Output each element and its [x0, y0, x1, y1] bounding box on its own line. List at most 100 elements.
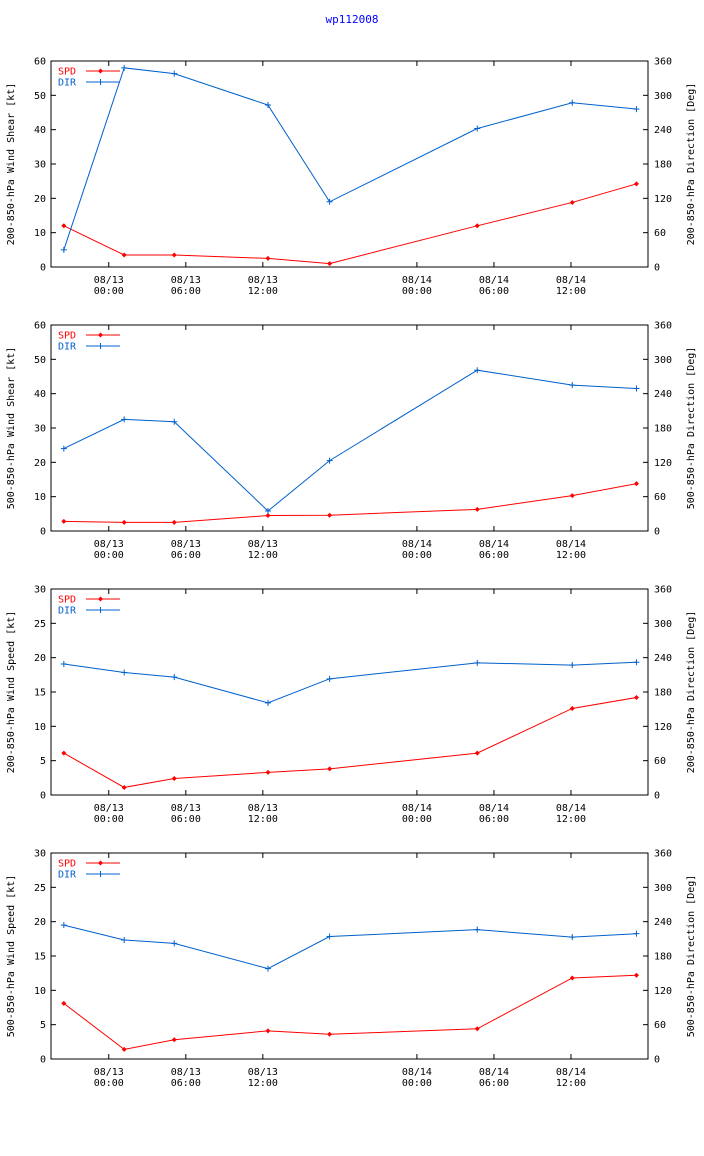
plot-frame	[50, 852, 649, 1060]
dir-point	[569, 382, 576, 389]
y-right-tick-label: 120	[654, 194, 672, 205]
x-tick-time: 00:00	[402, 1078, 432, 1089]
plot-frame	[50, 324, 649, 532]
dir-point	[60, 660, 67, 667]
series-line-spd	[63, 483, 637, 523]
x-tick-date: 08/13	[171, 803, 201, 814]
x-tick-time: 12:00	[556, 1078, 586, 1089]
dir-point	[264, 699, 271, 706]
dir-point	[171, 70, 178, 77]
spd-point	[633, 694, 639, 700]
x-tick-time: 00:00	[94, 814, 124, 825]
x-tick-time: 06:00	[171, 1078, 201, 1089]
x-tick-time: 12:00	[556, 814, 586, 825]
y-left-tick-label: 15	[34, 952, 46, 963]
dir-point	[264, 507, 271, 514]
x-tick-time: 00:00	[402, 286, 432, 297]
y-left-tick-label: 10	[34, 228, 46, 239]
spd-point	[171, 519, 177, 525]
chart-panel-1: 010203040506006012018024030036008/1300:0…	[6, 57, 697, 298]
dir-point	[171, 418, 178, 425]
spd-point	[569, 705, 575, 711]
spd-point	[171, 1037, 177, 1043]
spd-point	[474, 1026, 480, 1032]
series-line-dir	[63, 661, 637, 704]
dir-point	[121, 669, 128, 676]
x-tick-date: 08/13	[94, 1067, 124, 1078]
y-right-tick-label: 300	[654, 91, 672, 102]
y-right-label: 500-850-hPa Direction [Deg]	[686, 347, 697, 510]
legend-label-spd: SPD	[58, 67, 76, 78]
series-line-dir	[63, 67, 637, 250]
x-tick-time: 00:00	[94, 286, 124, 297]
x-tick-time: 06:00	[479, 1078, 509, 1089]
y-left-tick-label: 15	[34, 688, 46, 699]
x-tick-date: 08/13	[171, 1067, 201, 1078]
y-left-tick-label: 60	[34, 321, 46, 332]
x-tick-date: 08/13	[248, 275, 278, 286]
y-left-tick-label: 50	[34, 355, 46, 366]
legend-marker-dir	[97, 79, 104, 85]
y-right-tick-label: 60	[654, 1020, 666, 1031]
x-tick-date: 08/14	[479, 275, 509, 286]
y-left-label: 200-850-hPa Wind Shear [kt]	[6, 83, 17, 246]
x-tick-time: 06:00	[171, 814, 201, 825]
spd-point	[327, 1031, 333, 1037]
x-tick-time: 12:00	[248, 1078, 278, 1089]
y-left-tick-label: 30	[34, 424, 46, 435]
dir-point	[171, 940, 178, 947]
y-right-tick-label: 240	[654, 125, 672, 136]
dir-point	[474, 367, 481, 374]
spd-point	[265, 1028, 271, 1034]
spd-point	[61, 1000, 67, 1006]
y-right-tick-label: 180	[654, 952, 672, 963]
spd-point	[474, 750, 480, 756]
legend-marker-spd	[98, 596, 103, 602]
series-line-dir	[63, 369, 637, 512]
legend-marker-dir	[97, 343, 104, 349]
legend-label-spd: SPD	[58, 331, 76, 342]
x-tick-date: 08/13	[171, 539, 201, 550]
y-right-tick-label: 0	[654, 1055, 660, 1066]
y-right-tick-label: 60	[654, 228, 666, 239]
y-right-tick-label: 120	[654, 458, 672, 469]
dir-point	[60, 922, 67, 929]
y-right-tick-label: 240	[654, 389, 672, 400]
x-tick-date: 08/13	[248, 539, 278, 550]
y-left-tick-label: 20	[34, 653, 46, 664]
y-left-tick-label: 0	[40, 791, 46, 802]
dir-point	[474, 659, 481, 666]
series-line-spd	[63, 183, 637, 265]
legend-marker-spd	[98, 860, 103, 866]
y-left-tick-label: 40	[34, 125, 46, 136]
x-tick-time: 00:00	[94, 1078, 124, 1089]
chart-title: wp112008	[325, 13, 379, 26]
x-tick-time: 06:00	[479, 286, 509, 297]
y-left-tick-label: 5	[40, 1020, 46, 1031]
y-right-tick-label: 300	[654, 883, 672, 894]
spd-point	[171, 252, 177, 258]
spd-point	[61, 750, 67, 756]
y-left-tick-label: 30	[34, 849, 46, 860]
spd-point	[633, 481, 639, 487]
series-line-spd	[63, 697, 637, 788]
legend-label-spd: SPD	[58, 859, 76, 870]
legend-marker-spd	[98, 68, 103, 74]
x-tick-date: 08/14	[479, 1067, 509, 1078]
dir-point	[264, 965, 271, 972]
dir-point	[569, 934, 576, 941]
dir-point	[326, 675, 333, 682]
dir-point	[121, 416, 128, 423]
x-tick-time: 06:00	[479, 814, 509, 825]
dir-point	[264, 102, 271, 109]
y-left-label: 500-850-hPa Wind Shear [kt]	[6, 347, 17, 510]
y-left-tick-label: 25	[34, 883, 46, 894]
dir-point	[474, 926, 481, 933]
dir-point	[121, 936, 128, 943]
dir-point	[633, 930, 640, 937]
x-tick-time: 12:00	[248, 550, 278, 561]
legend-label-spd: SPD	[58, 595, 76, 606]
y-right-tick-label: 120	[654, 986, 672, 997]
y-right-tick-label: 180	[654, 160, 672, 171]
x-tick-date: 08/14	[556, 275, 586, 286]
